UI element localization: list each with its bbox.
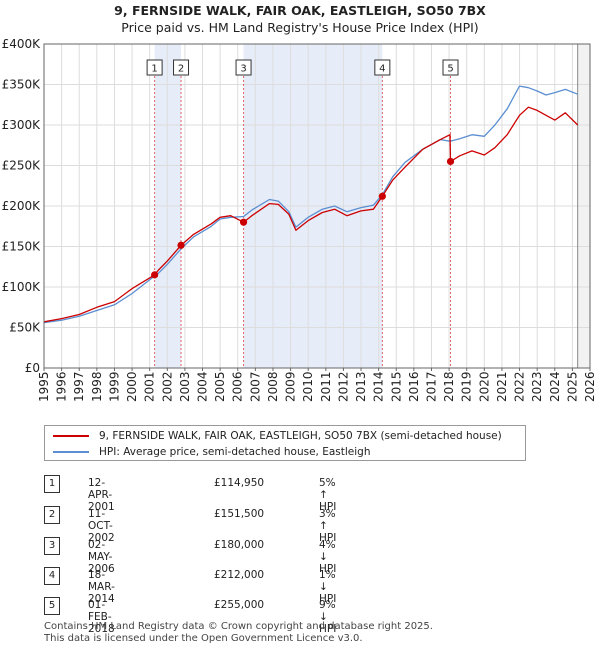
x-tick-label: 2001 (143, 371, 157, 402)
sale-date: 02-MAY-2006 (88, 539, 115, 575)
sale-date: 12-APR-2001 (88, 477, 115, 513)
property-price-line (43, 106, 579, 323)
chart-subtitle: Price paid vs. HM Land Registry's House … (121, 20, 479, 35)
legend-swatch-property (53, 435, 89, 437)
legend-label-property: 9, FERNSIDE WALK, FAIR OAK, EASTLEIGH, S… (99, 430, 502, 442)
x-tick-label: 2007 (248, 371, 262, 402)
y-tick-label: £100K (2, 280, 42, 294)
plot-frame (43, 43, 591, 369)
sale-number-badge: 1 (44, 475, 60, 493)
x-tick-label: 1997 (72, 371, 86, 402)
x-tick-label: 2004 (196, 371, 210, 402)
x-tick-label: 2012 (336, 371, 350, 402)
sale-marker-label: 4 (379, 64, 385, 75)
x-tick-label: 2002 (160, 371, 174, 402)
attribution-footer: Contains HM Land Registry data © Crown c… (44, 621, 433, 645)
y-tick-label: £400K (2, 37, 42, 51)
footer-copyright: Contains HM Land Registry data © Crown c… (44, 621, 433, 632)
x-tick-label: 2024 (548, 371, 562, 402)
x-tick-label: 2011 (319, 371, 333, 402)
legend-label-hpi: HPI: Average price, semi-detached house,… (99, 446, 371, 458)
sale-marker-box (442, 59, 459, 76)
x-tick-label: 2008 (266, 371, 280, 402)
x-tick-label: 2013 (354, 371, 368, 402)
x-tick-label: 2005 (213, 371, 227, 402)
sale-number-badge: 5 (44, 597, 60, 615)
x-tick-label: 2016 (407, 371, 421, 402)
sale-price: £114,950 (214, 477, 265, 489)
x-tick-label: 1998 (90, 371, 104, 402)
x-tick-label: 2014 (372, 371, 386, 402)
y-tick-label: £350K (2, 78, 42, 92)
x-tick-label: 2000 (125, 371, 139, 402)
sale-hpi-diff: 1% ↓ HPI (319, 569, 337, 605)
y-tick-label: £250K (2, 159, 42, 173)
x-tick-label: 2009 (284, 371, 298, 402)
x-tick-label: 2026 (583, 371, 597, 402)
x-tick-label: 2019 (460, 371, 474, 402)
sale-price: £255,000 (214, 599, 265, 611)
sale-date: 18-MAR-2014 (88, 569, 115, 605)
sale-date: 01-FEB-2018 (88, 599, 115, 635)
legend-item-property: 9, FERNSIDE WALK, FAIR OAK, EASTLEIGH, S… (45, 428, 523, 444)
x-tick-label: 1999 (107, 371, 121, 402)
x-tick-label: 2006 (231, 371, 245, 402)
sale-number-badge: 2 (44, 506, 60, 524)
y-tick-label: £300K (2, 118, 42, 132)
x-tick-label: 2021 (495, 371, 509, 402)
y-tick-label: £50K (9, 321, 41, 335)
x-tick-label: 2020 (477, 371, 491, 402)
x-tick-label: 2017 (424, 371, 438, 402)
sale-number-badge: 4 (44, 567, 60, 585)
x-tick-label: 1996 (55, 371, 69, 402)
sale-marker-box (374, 59, 391, 76)
legend-item-hpi: HPI: Average price, semi-detached house,… (45, 444, 523, 460)
sale-marker-label: 3 (240, 64, 246, 75)
chart-legend: 9, FERNSIDE WALK, FAIR OAK, EASTLEIGH, S… (44, 425, 526, 461)
x-tick-label: 2018 (442, 371, 456, 402)
sale-date: 11-OCT-2002 (88, 508, 115, 544)
sale-hpi-diff: 9% ↓ HPI (319, 599, 337, 635)
y-tick-label: £200K (2, 199, 42, 213)
sale-marker-label: 1 (151, 64, 157, 75)
x-tick-label: 2003 (178, 371, 192, 402)
sale-hpi-diff: 3% ↑ HPI (319, 508, 337, 544)
sale-hpi-diff: 5% ↑ HPI (319, 477, 337, 513)
sale-marker-box (173, 59, 190, 76)
sale-marker-label: 2 (178, 64, 184, 75)
sale-price: £151,500 (214, 508, 265, 520)
sale-point (151, 271, 159, 279)
sale-hpi-diff: 4% ↓ HPI (319, 539, 337, 575)
sale-price: £180,000 (214, 539, 265, 551)
chart-title-address: 9, FERNSIDE WALK, FAIR OAK, EASTLEIGH, S… (114, 3, 486, 18)
sale-point (446, 157, 455, 166)
hpi-line (43, 85, 578, 324)
y-tick-label: £0 (25, 361, 40, 375)
legend-swatch-hpi (53, 451, 89, 453)
price-chart: 1 2 3 4 5 £0 £50K £100K £150K £200K £250K £300K £35… (2, 37, 597, 402)
sale-point (177, 241, 185, 249)
y-tick-label: £150K (2, 240, 42, 254)
footer-licence: This data is licensed under the Open Gov… (44, 633, 363, 644)
sale-point (239, 218, 248, 226)
x-tick-label: 2022 (513, 371, 527, 402)
sale-price: £212,000 (214, 569, 265, 581)
x-tick-label: 2010 (301, 371, 315, 402)
x-tick-label: 2015 (389, 371, 403, 402)
sale-number-badge: 3 (44, 537, 60, 555)
x-tick-label: 2023 (530, 371, 544, 402)
sale-marker-label: 5 (447, 64, 453, 75)
sale-point (378, 192, 386, 200)
sale-marker-box (146, 59, 163, 76)
x-tick-label: 1995 (37, 371, 51, 402)
x-tick-label: 2025 (565, 371, 579, 402)
sale-marker-box (235, 59, 252, 76)
